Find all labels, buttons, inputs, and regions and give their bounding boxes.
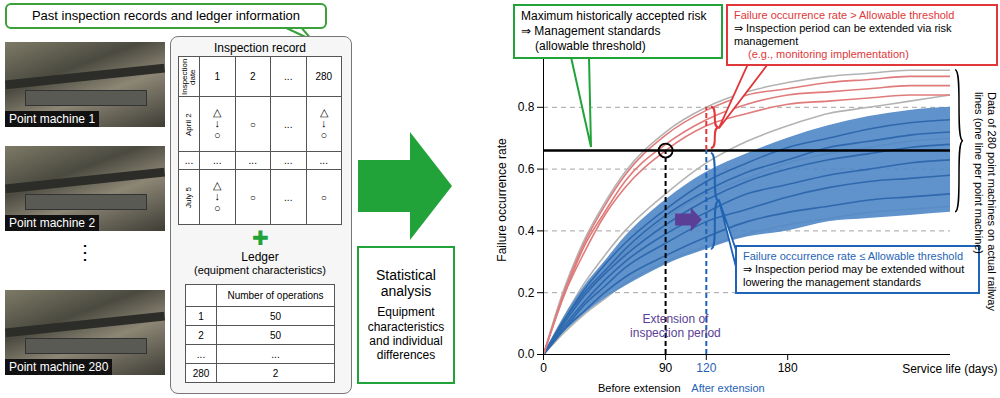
html-text:July 5: July 5 <box>183 186 193 208</box>
html-text:Point machine 280: Point machine 280 <box>9 360 109 374</box>
html-text:Inspection record: Inspection record <box>214 41 306 55</box>
html-text:280: 280 <box>192 367 210 379</box>
html-text:Failure occurrence rate > Allo: Failure occurrence rate > Allowable thre… <box>734 9 955 21</box>
html-text:(allowable threshold): (allowable threshold) <box>535 39 646 53</box>
html-text:Inspection date: Inspection date <box>179 58 197 95</box>
svg-text:0.4: 0.4 <box>518 224 535 238</box>
svg-text:Service life (days): Service life (days) <box>902 362 997 376</box>
svg-text:180: 180 <box>778 361 798 375</box>
html-text:Statistical analysis: Statistical analysis <box>376 267 436 300</box>
html-text:Failure occurrence rate ≤ Allo: Failure occurrence rate ≤ Allowable thre… <box>743 250 963 262</box>
svg-text:0.2: 0.2 <box>518 286 535 300</box>
html-text:Ledger: Ledger <box>241 250 279 264</box>
html-text:50: 50 <box>269 329 282 341</box>
svg-text:90: 90 <box>659 361 673 375</box>
svg-text:0: 0 <box>540 361 547 375</box>
svg-text:0.0: 0.0 <box>518 347 535 361</box>
html-text:inspection period: inspection period <box>630 326 721 340</box>
html-text:Equipment characteristics and: Equipment characteristics and individual… <box>367 305 445 363</box>
html-text:50: 50 <box>269 310 282 322</box>
html-text:⇒ Inspection period can be ext: ⇒ Inspection period can be extended via … <box>734 22 952 47</box>
html-text:(e.g., monitoring implementati: (e.g., monitoring implementation) <box>748 48 909 60</box>
svg-text:Failure occurrence rate: Failure occurrence rate <box>495 138 509 262</box>
svg-text:0.6: 0.6 <box>518 162 535 176</box>
html-text:Point machine 1: Point machine 1 <box>9 112 96 126</box>
html-text:Data of 280 point machines on: Data of 280 point machines on actual rai… <box>973 92 998 311</box>
html-text:1: 1 <box>198 310 204 322</box>
svg-text:Before extension: Before extension <box>598 382 681 394</box>
svg-text:120: 120 <box>696 361 716 375</box>
svg-text:0.8: 0.8 <box>518 100 535 114</box>
html-text:April 2: April 2 <box>183 112 193 136</box>
html-text:2: 2 <box>272 367 279 379</box>
html-text:Number of operations: Number of operations <box>227 290 324 301</box>
html-text:⇒ Inspection period may be ext: ⇒ Inspection period may be extended with… <box>743 263 965 288</box>
html-text:Past inspection records and le: Past inspection records and ledger infor… <box>32 8 300 23</box>
html-text:(equipment characteristics): (equipment characteristics) <box>194 264 326 276</box>
html-text:2: 2 <box>250 71 256 82</box>
html-text:⇒ Management standards: ⇒ Management standards <box>521 24 661 38</box>
html-text:280: 280 <box>315 71 333 82</box>
html-text:2: 2 <box>198 329 204 341</box>
html-text:Maximum historically accepted: Maximum historically accepted risk <box>521 9 707 23</box>
svg-text:After extension: After extension <box>691 382 764 394</box>
html-text:Extension of: Extension of <box>642 312 709 326</box>
html-text:Point machine 2: Point machine 2 <box>9 216 96 230</box>
html-text:1: 1 <box>214 71 220 82</box>
